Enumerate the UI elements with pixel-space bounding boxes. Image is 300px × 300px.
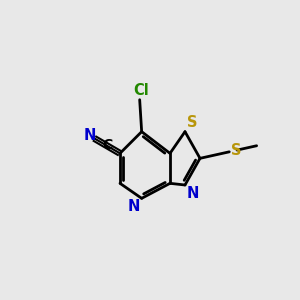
- Text: C: C: [102, 138, 112, 152]
- Text: S: S: [231, 143, 242, 158]
- Text: S: S: [187, 115, 197, 130]
- Text: N: N: [187, 186, 200, 201]
- Text: N: N: [84, 128, 96, 143]
- Text: N: N: [127, 199, 140, 214]
- Text: Cl: Cl: [133, 83, 148, 98]
